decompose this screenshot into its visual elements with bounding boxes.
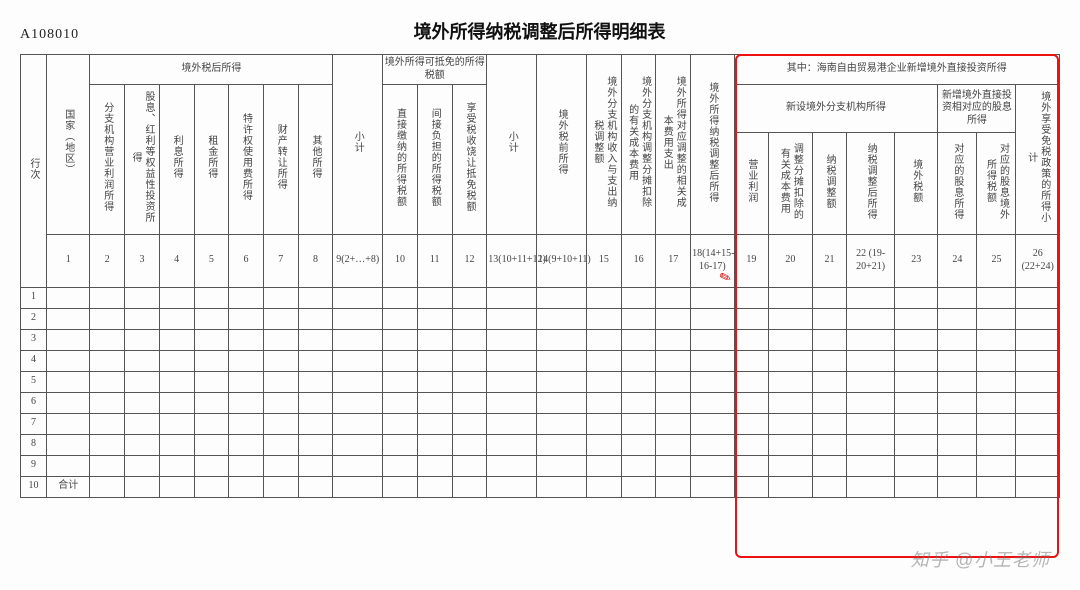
col-2: 分支机构营业利润所得 <box>101 87 114 227</box>
col-8: 其他所得 <box>309 87 322 227</box>
col-18: 境外所得纳税调整后所得 <box>706 72 719 212</box>
group-b: 境外所得可抵免的所得税额 <box>383 55 487 85</box>
col-1: 国家（地区） <box>62 72 75 212</box>
group-a: 境外税后所得 <box>90 55 333 85</box>
table-row: 6 <box>21 392 1060 413</box>
row-label: 行次 <box>27 129 40 209</box>
table-row: 10合计 <box>21 476 1060 497</box>
col-3: 股息、红利等权益性投资所得 <box>129 87 155 227</box>
col-20: 调整分摊扣除的有关成本费用 <box>777 141 803 221</box>
group-c: 其中：海南自由贸易港企业新增境外直接投资所得 <box>734 55 1059 85</box>
detail-table: 行次 国家（地区） 境外税后所得 小计 境外所得可抵免的所得税额 小计 境外税前… <box>20 54 1060 498</box>
column-number-row: 1234 5678 9(2+…+8)101112 13(10+11+12)14(… <box>21 234 1060 287</box>
col-12: 享受税收饶让抵免税额 <box>463 87 476 227</box>
col-22: 纳税调整后所得 <box>864 141 877 221</box>
col-9: 小计 <box>351 102 364 182</box>
col-11: 间接负担的所得税额 <box>428 87 441 227</box>
col-10: 直接缴纳的所得税额 <box>394 87 407 227</box>
watermark: 知乎 @小王老师 <box>911 546 1050 572</box>
col-24: 对应的股息所得 <box>951 141 964 221</box>
col-7: 财产转让所得 <box>274 87 287 227</box>
col-15: 境外分支机构收入与支出纳税调整额 <box>591 72 617 212</box>
table-row: 8 <box>21 434 1060 455</box>
col-25: 对应的股息境外所得税额 <box>983 141 1009 221</box>
group-c1: 新设境外分支机构所得 <box>734 85 938 133</box>
col-13: 小计 <box>505 102 518 182</box>
table-row: 9 <box>21 455 1060 476</box>
table-row: 1 <box>21 287 1060 308</box>
table-row: 5 <box>21 371 1060 392</box>
col-17: 境外所得对应调整的相关成本费用支出 <box>660 72 686 212</box>
col-5: 租金所得 <box>205 87 218 227</box>
col-19: 营业利润 <box>745 141 758 221</box>
table-row: 4 <box>21 350 1060 371</box>
table-row: 3 <box>21 329 1060 350</box>
col-26: 境外享受免税政策的所得小计 <box>1025 87 1051 227</box>
form-title: 境外所得纳税调整后所得明细表 <box>19 18 1060 44</box>
table-row: 7 <box>21 413 1060 434</box>
group-c2: 新增境外直接投资相对应的股息所得 <box>938 85 1016 133</box>
col-23: 境外税额 <box>910 141 923 221</box>
col-14: 境外税前所得 <box>555 72 568 212</box>
col-6: 特许权使用费所得 <box>240 87 253 227</box>
col-16: 境外分支机构调整分摊扣除的有关成本费用 <box>626 72 652 212</box>
table-row: 2 <box>21 308 1060 329</box>
col-4: 利息所得 <box>170 87 183 227</box>
col-21: 纳税调整额 <box>823 141 836 221</box>
